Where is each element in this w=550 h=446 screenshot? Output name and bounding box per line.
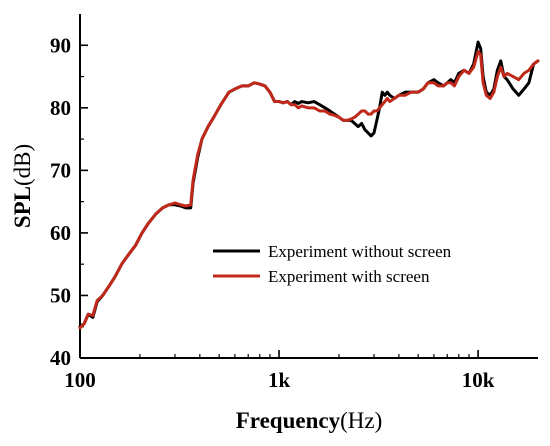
y-tick-label: 40: [50, 346, 71, 370]
y-tick-label: 60: [50, 221, 71, 245]
x-tick-label: 1k: [268, 368, 291, 392]
axis-titles: Frequency(Hz) SPL(dB): [10, 144, 382, 433]
legend: Experiment without screen Experiment with…: [213, 242, 452, 286]
y-axis-title-unit: (dB): [10, 144, 35, 186]
x-tick-label: 10k: [462, 368, 495, 392]
y-axis-title-main: SPL: [10, 186, 35, 228]
x-axis-title-unit: (Hz): [340, 408, 382, 433]
y-axis-title: SPL(dB): [10, 144, 35, 228]
legend-label: Experiment without screen: [268, 242, 452, 261]
series-lines: [78, 40, 540, 330]
legend-label: Experiment with screen: [268, 267, 430, 286]
x-axis-title: Frequency(Hz): [236, 408, 382, 433]
x-axis-title-main: Frequency: [236, 408, 341, 433]
y-tick-label: 90: [50, 33, 71, 57]
y-tick-label: 70: [50, 158, 71, 182]
y-tick-label: 50: [50, 283, 71, 307]
axes: 40 50 60 70 80 90 100 1k 10k: [50, 14, 538, 392]
y-tick-label: 80: [50, 96, 71, 120]
x-tick-label: 100: [64, 368, 96, 392]
series-line-with-screen: [78, 50, 540, 330]
